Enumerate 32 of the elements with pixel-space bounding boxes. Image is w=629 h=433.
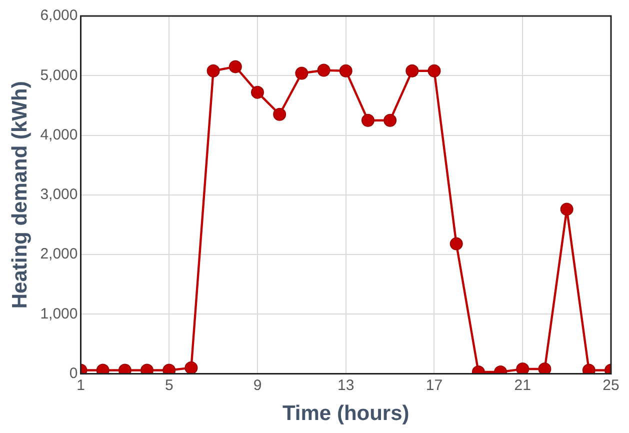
y-tick-label: 5,000 xyxy=(40,66,78,84)
y-tick-label: 2,000 xyxy=(40,246,78,263)
point xyxy=(250,86,264,99)
point xyxy=(228,60,242,74)
point xyxy=(406,64,419,78)
x-tick-label: 5 xyxy=(164,376,174,394)
point xyxy=(516,362,530,374)
point xyxy=(538,362,552,374)
y-tick-label: 6,000 xyxy=(40,7,78,24)
x-axis-title: Time (hours) xyxy=(282,402,410,426)
point xyxy=(384,114,397,127)
point xyxy=(361,114,374,127)
point xyxy=(339,64,352,78)
x-tick-label: 25 xyxy=(602,376,620,394)
x-tick-label: 17 xyxy=(426,376,443,394)
x-tick-label: 21 xyxy=(514,376,531,394)
point xyxy=(184,361,198,374)
y-tick-label: 4,000 xyxy=(40,126,78,144)
y-tick-label: 1,000 xyxy=(40,305,78,322)
x-tick-label: 9 xyxy=(253,376,262,394)
y-tick-label: 0 xyxy=(69,364,78,382)
point xyxy=(317,64,330,77)
y-tick-label: 3,000 xyxy=(40,186,78,204)
x-tick-label: 13 xyxy=(338,376,354,394)
point xyxy=(273,108,286,121)
point xyxy=(560,202,574,216)
point xyxy=(428,64,441,78)
y-axis-title: Heating demand (kWh) xyxy=(8,81,32,309)
point xyxy=(206,64,220,78)
x-tick-label: 1 xyxy=(76,376,85,394)
point xyxy=(295,66,308,80)
point xyxy=(450,237,463,250)
